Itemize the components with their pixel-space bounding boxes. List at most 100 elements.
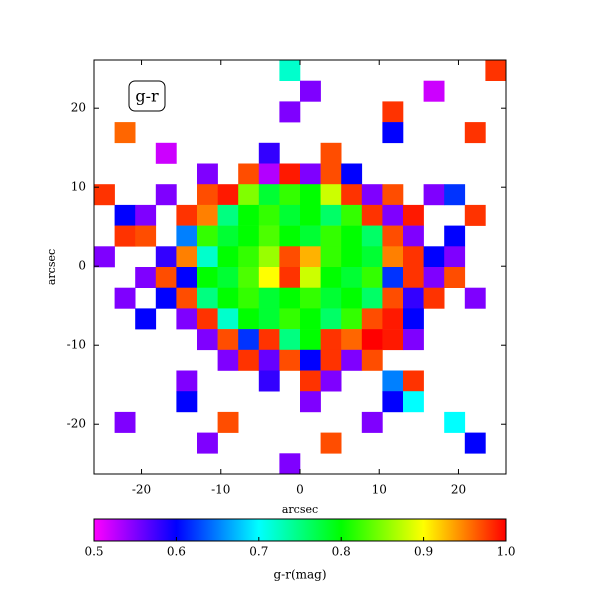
cell	[320, 267, 342, 288]
cell	[217, 287, 239, 309]
cell	[403, 370, 424, 392]
cell	[238, 225, 260, 247]
cell	[197, 432, 218, 454]
cell	[300, 246, 321, 268]
cell	[444, 225, 466, 247]
cell	[114, 122, 136, 144]
cell	[279, 101, 301, 123]
cell	[444, 411, 466, 433]
cell	[114, 204, 136, 226]
x-tick-label: 10	[372, 483, 387, 497]
cell	[464, 432, 486, 454]
cell	[361, 246, 383, 268]
cell	[361, 184, 383, 206]
annotation-box	[128, 80, 166, 112]
cell	[341, 349, 363, 371]
cell	[320, 287, 342, 309]
cell	[258, 246, 280, 268]
y-tick-label: 10	[71, 180, 86, 194]
cell	[320, 225, 342, 247]
cell	[197, 246, 218, 268]
cell	[258, 225, 280, 247]
x-tick-label: 0	[296, 483, 304, 497]
cell	[382, 122, 404, 144]
y-tick-label: -10	[67, 338, 86, 352]
cell	[258, 349, 280, 371]
cell	[341, 225, 363, 247]
cell	[341, 163, 363, 185]
cell	[155, 287, 177, 309]
cell	[155, 246, 177, 268]
cell	[320, 370, 342, 392]
cell	[238, 267, 260, 288]
cell	[279, 349, 301, 371]
x-tick-label: -20	[132, 483, 151, 497]
cell	[217, 246, 239, 268]
cell	[217, 411, 239, 433]
colorbar-tick-label: 0.6	[167, 545, 186, 559]
cell	[300, 184, 321, 206]
cell	[258, 370, 280, 392]
cell	[382, 184, 404, 206]
cell	[238, 287, 260, 309]
cell	[341, 184, 363, 206]
cell	[444, 184, 466, 206]
cell	[300, 163, 321, 185]
cell	[197, 329, 218, 351]
cell	[361, 411, 383, 433]
cell	[238, 163, 260, 185]
cell	[361, 204, 383, 226]
cell	[197, 184, 218, 206]
colorbar	[93, 518, 507, 542]
cell	[258, 287, 280, 309]
cell	[403, 287, 424, 309]
cell	[279, 163, 301, 185]
cell	[423, 287, 445, 309]
cell	[279, 287, 301, 309]
cell	[217, 349, 239, 371]
cell	[403, 391, 424, 413]
colorbar-label: g-r(mag)	[273, 568, 326, 582]
cell	[176, 287, 198, 309]
y-tick-label: 0	[78, 259, 86, 273]
cell	[176, 370, 198, 392]
cell	[300, 225, 321, 247]
cell	[403, 267, 424, 288]
cell	[382, 391, 404, 413]
cell	[279, 246, 301, 268]
cell	[341, 246, 363, 268]
cell	[258, 267, 280, 288]
cell	[176, 204, 198, 226]
cell	[238, 246, 260, 268]
cell	[279, 204, 301, 226]
cell	[464, 204, 486, 226]
cell	[382, 225, 404, 247]
cell	[155, 267, 177, 288]
cell	[114, 225, 136, 247]
cell	[320, 308, 342, 330]
cell	[155, 142, 177, 164]
cell	[341, 267, 363, 288]
cell	[155, 184, 177, 206]
colorbar-tick-label: 0.8	[332, 545, 351, 559]
cell	[320, 432, 342, 454]
cell	[320, 184, 342, 206]
cell	[238, 329, 260, 351]
colorbar-tick-label: 1.0	[496, 545, 515, 559]
cell	[258, 204, 280, 226]
cell	[341, 287, 363, 309]
cell	[176, 246, 198, 268]
cell	[258, 308, 280, 330]
x-tick-label: -10	[211, 483, 230, 497]
cell	[320, 246, 342, 268]
cell	[444, 267, 466, 288]
cell	[197, 267, 218, 288]
cell	[423, 267, 445, 288]
cell	[279, 267, 301, 288]
cell	[382, 287, 404, 309]
colorbar-tick-label: 0.9	[414, 545, 433, 559]
cell	[382, 246, 404, 268]
cell	[258, 184, 280, 206]
cell	[176, 308, 198, 330]
